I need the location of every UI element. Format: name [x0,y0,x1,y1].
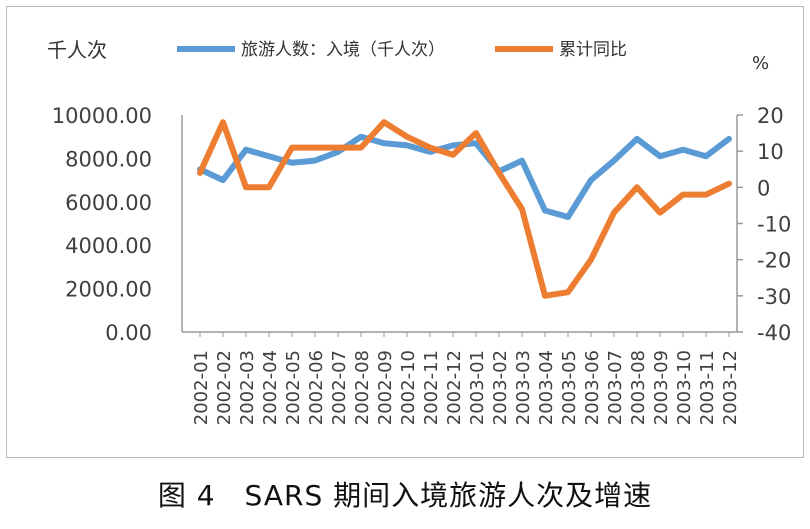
x-tick-label: 2002-11 [421,350,442,425]
right-tick-label: 10 [757,140,784,164]
x-tick-label: 2003-11 [697,350,718,425]
right-tick-label: -20 [757,249,791,273]
x-tick-label: 2002-12 [444,350,465,425]
x-tick-label: 2003-12 [720,350,741,425]
right-tick-label: 20 [757,104,784,128]
left-tick-label: 0.00 [105,321,152,345]
x-tick-label: 2002-03 [237,350,258,425]
x-tick-label: 2003-03 [513,350,534,425]
x-tick-label: 2003-08 [628,350,649,425]
x-tick-label: 2002-07 [329,350,350,425]
x-tick-label: 2003-07 [605,350,626,425]
x-tick-label: 2003-02 [490,350,511,425]
line-chart: 10000.00 8000.00 6000.00 4000.00 2000.00 0.00… [47,38,791,425]
left-tick-label: 6000.00 [65,191,152,215]
x-tick-label: 2003-05 [559,350,580,425]
x-tick-label: 2003-01 [467,350,488,425]
x-tick-label: 2002-09 [375,350,396,425]
right-tick-label: -10 [757,213,791,237]
x-tick-label: 2003-06 [582,350,603,425]
left-tick-label: 4000.00 [65,234,152,258]
x-tick-label: 2002-02 [214,350,235,425]
left-axis-unit-label: 千人次 [47,38,107,62]
x-tick-label: 2002-06 [306,350,327,425]
x-tick-label: 2003-04 [536,350,557,425]
legend-label-2: 累计同比 [559,40,627,60]
left-tick-label: 8000.00 [65,147,152,171]
chart-frame: 10000.00 8000.00 6000.00 4000.00 2000.00 0.00… [6,6,804,458]
left-tick-label: 2000.00 [65,278,152,302]
legend-label-1: 旅游人数：入境（千人次） [241,40,445,60]
x-tick-label: 2002-01 [191,350,212,425]
x-tick-label: 2002-10 [398,350,419,425]
x-tick-label: 2002-04 [260,350,281,425]
x-tick-label: 2003-10 [674,350,695,425]
series-line-2 [197,119,732,299]
figure-caption: 图 4 SARS 期间入境旅游人次及增速 [157,479,653,512]
right-tick-label: -30 [757,285,791,309]
right-axis-unit-label: % [752,53,769,74]
right-tick-label: 0 [757,176,770,200]
x-tick-label: 2002-05 [283,350,304,425]
right-tick-label: -40 [757,321,791,345]
left-tick-label: 10000.00 [52,104,152,128]
x-tick-label: 2002-08 [352,350,373,425]
x-tick-label: 2003-09 [651,350,672,425]
